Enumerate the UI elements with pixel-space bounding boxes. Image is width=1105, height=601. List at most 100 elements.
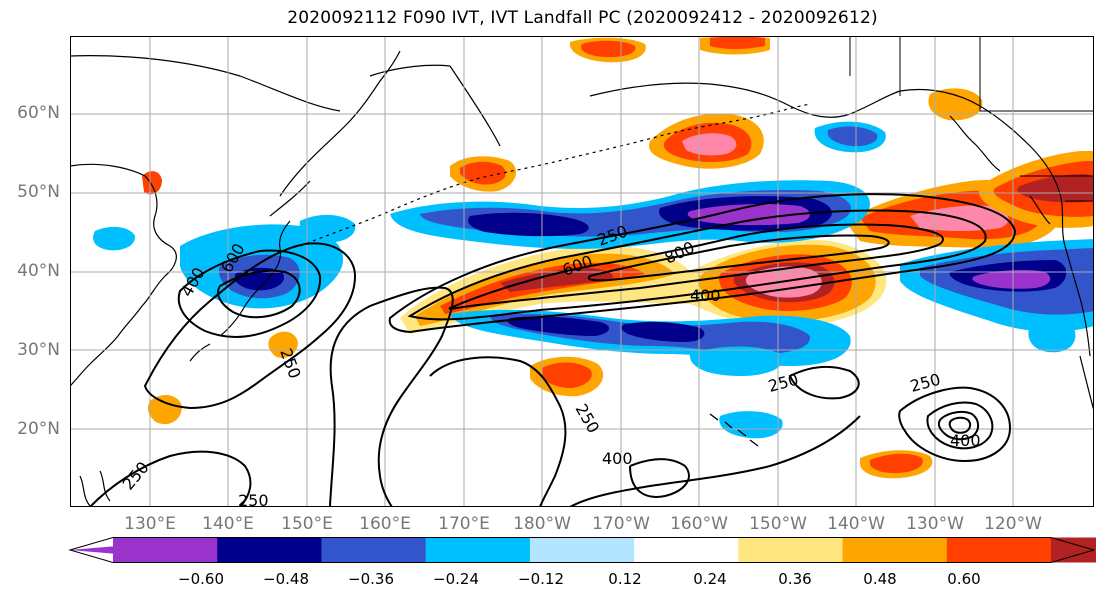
positive-anomaly-coast-dark [1017, 174, 1094, 203]
colorbar-tick-label: −0.12 [518, 570, 564, 588]
positive-anomaly-hawaii-ne-red [870, 453, 923, 474]
positive-anomaly-japan-south [268, 331, 298, 359]
negative-anomaly-north-navy [468, 212, 589, 237]
contour-label: 400 [602, 449, 633, 468]
lon-label-130w: 130°W [906, 514, 964, 534]
colorbar-segment [738, 537, 844, 563]
map-panel: 250 400 600 800 250 400 600 250 250 400 … [70, 36, 1094, 507]
gulf-alaska-coast [899, 88, 1091, 357]
colorbar-segment [321, 537, 427, 563]
ivt-contour-250-band [388, 193, 1017, 334]
colorbar-tick-label: −0.24 [433, 570, 479, 588]
negative-anomaly-bering [93, 226, 136, 251]
negative-anomaly-north-purple [687, 203, 810, 226]
positive-anomaly-alaska-pink [682, 133, 737, 156]
ivt-contour-250-west [143, 242, 357, 410]
hawaii-islands [709, 413, 759, 447]
canada-coast-detail [949, 115, 1051, 225]
lat-label-60n: 60°N [17, 103, 60, 123]
siberia-coast [70, 55, 451, 112]
alaska-coast [449, 65, 901, 147]
ivt-contour-600-west [217, 269, 301, 319]
negative-anomaly-hawaii [719, 411, 783, 439]
colorbar-outline [68, 537, 1096, 563]
lon-label-170e: 170°E [438, 514, 490, 534]
colorbar-segment [946, 537, 1052, 563]
ivt-contour-250-se [898, 386, 1012, 463]
ivt-contour-400-band [407, 209, 987, 321]
negative-anomaly-california [1028, 321, 1076, 353]
positive-anomaly-china [142, 171, 162, 195]
negative-anomaly-mid-navy-b [621, 321, 705, 342]
philippines-coast [79, 470, 111, 507]
gridline-layer [70, 36, 1094, 507]
contour-label: 400 [690, 286, 721, 305]
lon-label-150w: 150°W [749, 514, 807, 534]
contour-label: 400 [950, 431, 981, 450]
colorbar-segment [529, 537, 636, 563]
colorbar-segment [425, 537, 531, 563]
ivt-contour-400-se [926, 401, 994, 450]
colorbar-tick-label: 0.48 [863, 570, 897, 588]
ivt-contour-600-se [937, 410, 980, 441]
lon-label-140e: 140°E [202, 514, 254, 534]
contour-layer [89, 193, 1017, 507]
japan-coast [189, 220, 291, 362]
ivt-contour-400-west [177, 249, 322, 338]
colorbar-tick-label: −0.48 [263, 570, 309, 588]
lon-label-120w: 120°W [984, 514, 1042, 534]
colorbar-segments [70, 537, 1105, 563]
colorbar-segment [634, 537, 740, 563]
ivt-map: 250 400 600 800 250 400 600 250 250 400 … [70, 36, 1094, 507]
colorbar-svg [68, 537, 1105, 563]
lat-label-50n: 50°N [17, 182, 60, 202]
ivt-contour-250-sw [89, 450, 252, 507]
colorbar-tick-label: 0.24 [693, 570, 727, 588]
positive-anomaly-subtropical-red [542, 362, 592, 388]
ivt-contour-250-east-band [788, 365, 860, 400]
colorbar-tick-label: 0.12 [608, 570, 642, 588]
colorbar-segment [1051, 537, 1105, 563]
positive-anomaly-north-top-red [710, 36, 765, 49]
lon-label-140w: 140°W [827, 514, 885, 534]
colorbar-segment [842, 537, 948, 563]
positive-anomaly-west-pacific-red [460, 161, 506, 185]
colorbar-tick-label: 0.36 [778, 570, 812, 588]
lon-label-160e: 160°E [359, 514, 411, 534]
colorbar-segment [217, 537, 323, 563]
positive-anomaly-alaska-east [928, 88, 983, 121]
negative-anomaly-mid-navy [507, 316, 610, 336]
negative-anomaly-alaska-south-blue [827, 126, 878, 147]
lat-label-40n: 40°N [17, 261, 60, 281]
lon-label-170w: 170°W [592, 514, 650, 534]
lat-label-20n: 20°N [17, 419, 60, 439]
contour-label: 250 [238, 491, 269, 507]
positive-anomaly-north-ring-red [581, 40, 636, 58]
colorbar-tick-label: 0.60 [947, 570, 981, 588]
ivt-contour-400-south [629, 458, 690, 498]
canada-border [849, 36, 1094, 202]
colorbar-segment [113, 537, 219, 563]
map-frame [70, 36, 1094, 507]
ivt-contour-250-mid-south [429, 356, 567, 507]
ivt-contour-250-south-east [569, 415, 861, 507]
lon-label-130e: 130°E [124, 514, 176, 534]
lon-label-160w: 160°W [670, 514, 728, 534]
negative-anomaly-subtropical-east [689, 346, 783, 376]
ivt-contour-800-band [587, 234, 890, 282]
aleutian-islands [299, 103, 811, 247]
positive-anomaly-sw [148, 394, 182, 425]
negative-anomaly-ne-purple [972, 269, 1051, 289]
ivt-contour-600-band [448, 223, 945, 310]
colorbar [68, 537, 1105, 563]
lat-label-30n: 30°N [17, 340, 60, 360]
mexico-coast [1079, 355, 1094, 412]
positive-anomaly-band-dark [500, 268, 614, 292]
ivt-contour-800-se [948, 416, 972, 434]
colorbar-tick-label: −0.36 [348, 570, 394, 588]
negative-anomaly-kamchatka [299, 214, 356, 243]
colorbar-tick-label: −0.60 [178, 570, 224, 588]
lon-label-150e: 150°E [281, 514, 333, 534]
chart-title: 2020092112 F090 IVT, IVT Landfall PC (20… [287, 8, 878, 28]
lon-label-180w: 180°W [513, 514, 571, 534]
